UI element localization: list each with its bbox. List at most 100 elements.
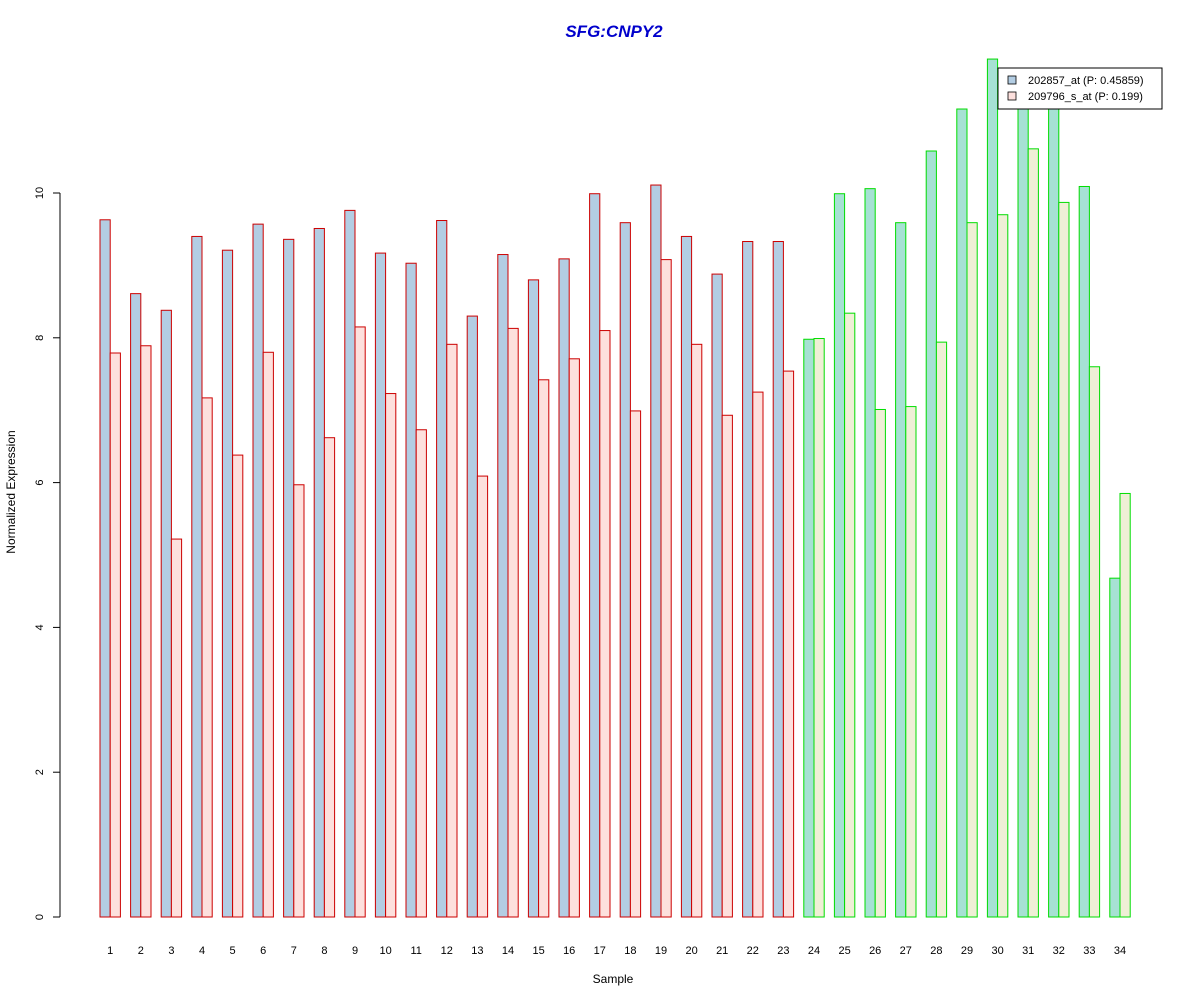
- x-axis-tick-label: 5: [230, 945, 236, 957]
- bar-sample-30-series-1: [986, 58, 999, 918]
- x-axis-tick-label: 26: [869, 945, 881, 957]
- bar-sample-27-series-2: [905, 406, 917, 918]
- bar-sample-3-series-2: [170, 538, 183, 918]
- bar-sample-21-series-2: [721, 414, 733, 918]
- bar-sample-9-series-2: [354, 326, 366, 918]
- legend-label-series-2: 209796_s_at (P: 0.199): [1028, 91, 1143, 103]
- x-axis-tick-label: 20: [685, 945, 697, 957]
- bar-sample-22-series-2: [752, 391, 764, 918]
- bar-sample-2-series-2: [140, 345, 152, 918]
- x-axis-tick-label: 14: [502, 945, 514, 957]
- bar-sample-31-series-2: [1027, 148, 1039, 918]
- bar-sample-12-series-2: [446, 343, 458, 918]
- x-axis-tick-label: 32: [1053, 945, 1065, 957]
- bar-sample-30-series-2: [997, 214, 1009, 918]
- bar-sample-24-series-2: [813, 338, 825, 918]
- bar-sample-15-series-2: [538, 379, 550, 918]
- x-axis-tick-label: 18: [624, 945, 636, 957]
- y-axis-tick-label: 2: [34, 769, 46, 775]
- bar-sample-19-series-1: [650, 184, 662, 918]
- bar-sample-10-series-1: [374, 252, 387, 918]
- bar-sample-18-series-2: [629, 410, 642, 918]
- bars: [99, 58, 1131, 918]
- legend-label-series-1: 202857_at (P: 0.45859): [1028, 75, 1144, 87]
- x-axis-tick-label: 4: [199, 945, 205, 957]
- x-axis-tick-label: 6: [260, 945, 266, 957]
- bar-sample-27-series-1: [895, 222, 907, 918]
- x-axis-tick-label: 9: [352, 945, 358, 957]
- bar-sample-16-series-1: [558, 258, 570, 918]
- bar-sample-8-series-2: [323, 437, 336, 918]
- x-axis-tick-label: 3: [168, 945, 174, 957]
- bar-sample-6-series-2: [262, 351, 274, 918]
- x-axis-tick-label: 27: [900, 945, 912, 957]
- bar-sample-11-series-2: [415, 429, 427, 918]
- legend-box: [997, 67, 1163, 110]
- legend: 202857_at (P: 0.45859) 209796_s_at (P: 0…: [997, 67, 1163, 110]
- legend-swatch-series-1: [1007, 75, 1017, 85]
- bar-sample-18-series-1: [619, 222, 631, 918]
- x-axis-tick-label: 28: [930, 945, 942, 957]
- x-axis-tick-label: 34: [1114, 945, 1126, 957]
- bar-sample-1-series-2: [109, 352, 121, 918]
- bar-sample-4-series-1: [191, 235, 203, 918]
- bar-sample-13-series-2: [476, 475, 489, 918]
- bar-sample-32-series-1: [1048, 104, 1060, 918]
- bar-sample-34-series-1: [1109, 577, 1121, 918]
- bar-sample-22-series-1: [742, 241, 754, 918]
- y-axis-tick-label: 8: [34, 335, 46, 341]
- y-axis-title: Normalized Expression: [4, 430, 18, 553]
- bar-sample-33-series-1: [1078, 185, 1090, 918]
- x-axis-tick-label: 29: [961, 945, 973, 957]
- x-axis-tick-label: 13: [471, 945, 483, 957]
- x-axis-tick-label: 2: [138, 945, 144, 957]
- bar-sample-1-series-1: [99, 219, 111, 918]
- bar-sample-5-series-2: [232, 454, 244, 918]
- bar-sample-21-series-1: [711, 273, 723, 918]
- bar-sample-26-series-1: [864, 188, 876, 918]
- bar-sample-23-series-2: [782, 370, 795, 918]
- y-axis-tick-label: 6: [34, 480, 46, 486]
- bar-sample-19-series-2: [660, 259, 672, 918]
- bar-sample-7-series-2: [293, 484, 305, 918]
- bar-sample-28-series-2: [935, 341, 948, 918]
- bar-sample-17-series-1: [589, 193, 601, 918]
- x-axis-tick-label: 11: [410, 945, 421, 957]
- x-axis-tick-label: 12: [441, 945, 453, 957]
- bar-sample-14-series-2: [507, 327, 519, 918]
- bar-sample-12-series-1: [436, 220, 448, 918]
- x-axis-tick-labels: 1 2 3 4 5 6 7 8 9 10 11 12 13 14 15 16 17 18 19 20 21 22 23 24 2…: [107, 945, 1126, 957]
- bar-sample-26-series-2: [874, 408, 886, 918]
- bar-sample-23-series-1: [772, 241, 784, 918]
- bar-sample-7-series-1: [283, 238, 295, 918]
- x-axis-tick-label: 24: [808, 945, 820, 957]
- x-axis-tick-label: 30: [991, 945, 1003, 957]
- bar-sample-32-series-2: [1058, 201, 1070, 918]
- bar-sample-33-series-2: [1088, 366, 1101, 918]
- x-axis-tick-label: 25: [838, 945, 850, 957]
- x-axis-tick-label: 31: [1022, 945, 1034, 957]
- bar-sample-17-series-2: [599, 330, 611, 918]
- bar-sample-6-series-1: [252, 223, 264, 918]
- legend-swatch-series-2: [1007, 91, 1017, 101]
- bar-sample-5-series-1: [221, 249, 234, 918]
- y-axis-tick-label: 0: [34, 914, 46, 920]
- bar-sample-25-series-2: [844, 312, 856, 918]
- x-axis-tick-label: 19: [655, 945, 667, 957]
- bar-sample-11-series-1: [405, 262, 417, 918]
- bar-sample-2-series-1: [130, 293, 142, 918]
- x-axis-tick-label: 23: [777, 945, 789, 957]
- x-axis-tick-label: 8: [321, 945, 327, 957]
- bar-sample-13-series-1: [466, 315, 478, 918]
- bar-sample-15-series-1: [527, 279, 540, 918]
- bar-sample-28-series-1: [925, 150, 937, 918]
- y-axis: 0 2 4 6 8 10: [34, 187, 61, 920]
- x-axis-tick-label: 15: [532, 945, 544, 957]
- bar-sample-16-series-2: [568, 358, 580, 918]
- bar-sample-20-series-2: [691, 343, 703, 918]
- x-axis-tick-label: 16: [563, 945, 575, 957]
- bar-sample-25-series-1: [833, 193, 846, 918]
- x-axis-tick-label: 33: [1083, 945, 1095, 957]
- x-axis-tick-label: 7: [291, 945, 297, 957]
